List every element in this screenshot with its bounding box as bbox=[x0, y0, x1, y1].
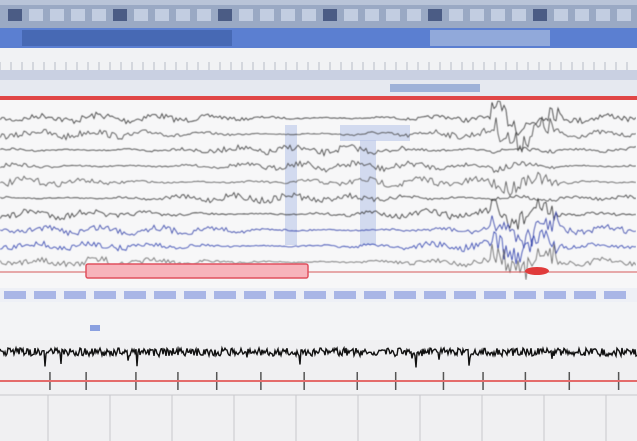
gap-area bbox=[0, 302, 637, 340]
toolbar-button[interactable] bbox=[260, 9, 274, 21]
label-chip bbox=[184, 291, 206, 299]
toolbar-button[interactable] bbox=[218, 9, 232, 21]
toolbar-button[interactable] bbox=[533, 9, 547, 21]
label-chip bbox=[484, 291, 506, 299]
toolbar-button[interactable] bbox=[8, 9, 22, 21]
toolbar-button[interactable] bbox=[344, 9, 358, 21]
toolbar-button[interactable] bbox=[512, 9, 526, 21]
toolbar-button[interactable] bbox=[554, 9, 568, 21]
label-chips bbox=[4, 291, 626, 299]
toolbar-button[interactable] bbox=[470, 9, 484, 21]
toolbar-button[interactable] bbox=[617, 9, 631, 21]
toolbar-button[interactable] bbox=[323, 9, 337, 21]
label-chip bbox=[64, 291, 86, 299]
page: (() => { const svg = document.getElement… bbox=[0, 0, 637, 441]
toolbar-button[interactable] bbox=[407, 9, 421, 21]
toolbar-button[interactable] bbox=[50, 9, 64, 21]
toolbar-button[interactable] bbox=[155, 9, 169, 21]
label-chip bbox=[214, 291, 236, 299]
toolbar-button[interactable] bbox=[92, 9, 106, 21]
toolbar-button[interactable] bbox=[134, 9, 148, 21]
toolbar-button[interactable] bbox=[302, 9, 316, 21]
label-chip bbox=[604, 291, 626, 299]
red-divider bbox=[0, 96, 637, 100]
toolbar-button[interactable] bbox=[428, 9, 442, 21]
toolbar-button[interactable] bbox=[491, 9, 505, 21]
toolbar-button[interactable] bbox=[386, 9, 400, 21]
timeline-segment bbox=[22, 30, 232, 46]
label-chip bbox=[4, 291, 26, 299]
toolbar-button[interactable] bbox=[575, 9, 589, 21]
trace-area bbox=[0, 100, 637, 288]
annotation-box[interactable] bbox=[86, 264, 308, 278]
toolbar-button[interactable] bbox=[176, 9, 190, 21]
label-chip bbox=[514, 291, 536, 299]
label-chip bbox=[304, 291, 326, 299]
toolbar-button[interactable] bbox=[449, 9, 463, 21]
label-chip bbox=[574, 291, 596, 299]
scroll-thumb[interactable] bbox=[390, 84, 480, 92]
event-marker bbox=[285, 125, 297, 245]
toolbar-button[interactable] bbox=[281, 9, 295, 21]
toolbar-button[interactable] bbox=[365, 9, 379, 21]
label-chip bbox=[394, 291, 416, 299]
label-chip bbox=[124, 291, 146, 299]
toolbar-button[interactable] bbox=[239, 9, 253, 21]
label-chip bbox=[424, 291, 446, 299]
toolbar-edge bbox=[0, 0, 637, 5]
eeg-screen bbox=[0, 0, 637, 441]
small-marker bbox=[90, 325, 100, 331]
toolbar-button[interactable] bbox=[113, 9, 127, 21]
toolbar-button[interactable] bbox=[29, 9, 43, 21]
toolbar-button[interactable] bbox=[71, 9, 85, 21]
scroll-track[interactable] bbox=[0, 70, 637, 80]
label-chip bbox=[94, 291, 116, 299]
info-strip bbox=[0, 80, 637, 96]
timeline-segment bbox=[430, 30, 550, 46]
toolbar-button[interactable] bbox=[197, 9, 211, 21]
label-chip bbox=[364, 291, 386, 299]
annotation-dot bbox=[525, 267, 549, 275]
trend-panel bbox=[0, 340, 637, 441]
label-chip bbox=[154, 291, 176, 299]
label-chip bbox=[34, 291, 56, 299]
label-chip bbox=[544, 291, 566, 299]
toolbar-button[interactable] bbox=[596, 9, 610, 21]
label-chip bbox=[274, 291, 296, 299]
label-chip bbox=[454, 291, 476, 299]
label-chip bbox=[334, 291, 356, 299]
label-chip bbox=[244, 291, 266, 299]
